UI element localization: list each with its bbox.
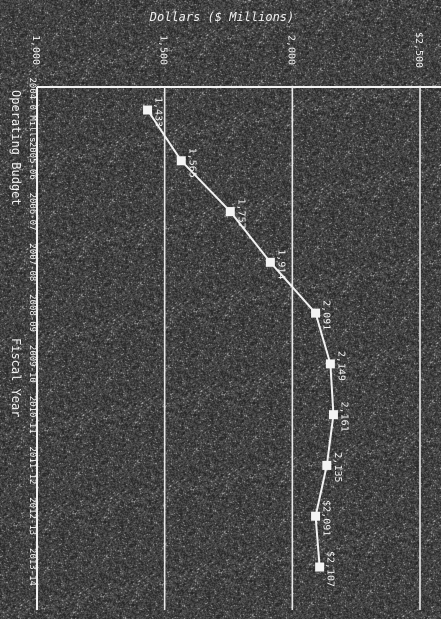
data-label: 2,135 xyxy=(332,452,343,482)
y-tick-label: $2,500 xyxy=(413,32,424,68)
data-point xyxy=(322,460,332,470)
x-tick-label: 2013-14 xyxy=(27,548,37,586)
data-point xyxy=(328,410,338,420)
x-tick-label: 2007-08 xyxy=(27,243,37,281)
data-label: 2,091 xyxy=(321,300,332,330)
data-point xyxy=(176,156,186,166)
series-line xyxy=(146,109,335,568)
y-tick-label: 1,000 xyxy=(30,35,41,65)
data-label: 1,757 xyxy=(235,199,246,229)
x-tick-label: 2012-13 xyxy=(27,497,37,535)
data-label: 1,565 xyxy=(186,148,197,178)
data-point xyxy=(311,308,321,318)
data-markers xyxy=(143,105,338,572)
data-point xyxy=(143,105,153,115)
data-labels: 1,433 1,565 1,757 1,914 2,091 2,149 2,161 2,135… xyxy=(153,97,350,587)
x-tick-label: 2008-09 xyxy=(27,294,37,332)
x-tick-label: 2010-11 xyxy=(27,396,37,434)
data-point xyxy=(225,207,235,217)
x-tick-label: 2004-0 Mills xyxy=(27,77,37,142)
data-point xyxy=(265,257,275,267)
data-point xyxy=(325,359,335,369)
x-tick-label: 2011-12 xyxy=(27,446,37,484)
data-point xyxy=(315,562,325,572)
x-tick-label: 2009-10 xyxy=(27,345,37,383)
data-label: 1,914 xyxy=(275,249,286,279)
x-tick-label: 2006-07 xyxy=(27,193,37,231)
data-label: $2,091 xyxy=(321,500,332,536)
series-label: Operating Budget xyxy=(9,90,23,206)
y-tick-label: 2,000 xyxy=(285,35,296,65)
data-label: 2,161 xyxy=(338,402,349,432)
data-label: $2,107 xyxy=(325,551,336,587)
y-tick-labels: 1,000 1,500 2,000 $2,500 xyxy=(30,32,424,68)
x-axis-title: Fiscal Year xyxy=(9,338,23,417)
data-label: 2,149 xyxy=(335,351,346,381)
y-tick-label: 1,500 xyxy=(158,35,169,65)
gridlines xyxy=(163,87,421,610)
data-label: 1,433 xyxy=(153,97,164,127)
y-axis-title: Dollars ($ Millions) xyxy=(149,10,295,24)
data-point xyxy=(311,511,321,521)
x-tick-label: 2005-06 xyxy=(27,142,37,180)
